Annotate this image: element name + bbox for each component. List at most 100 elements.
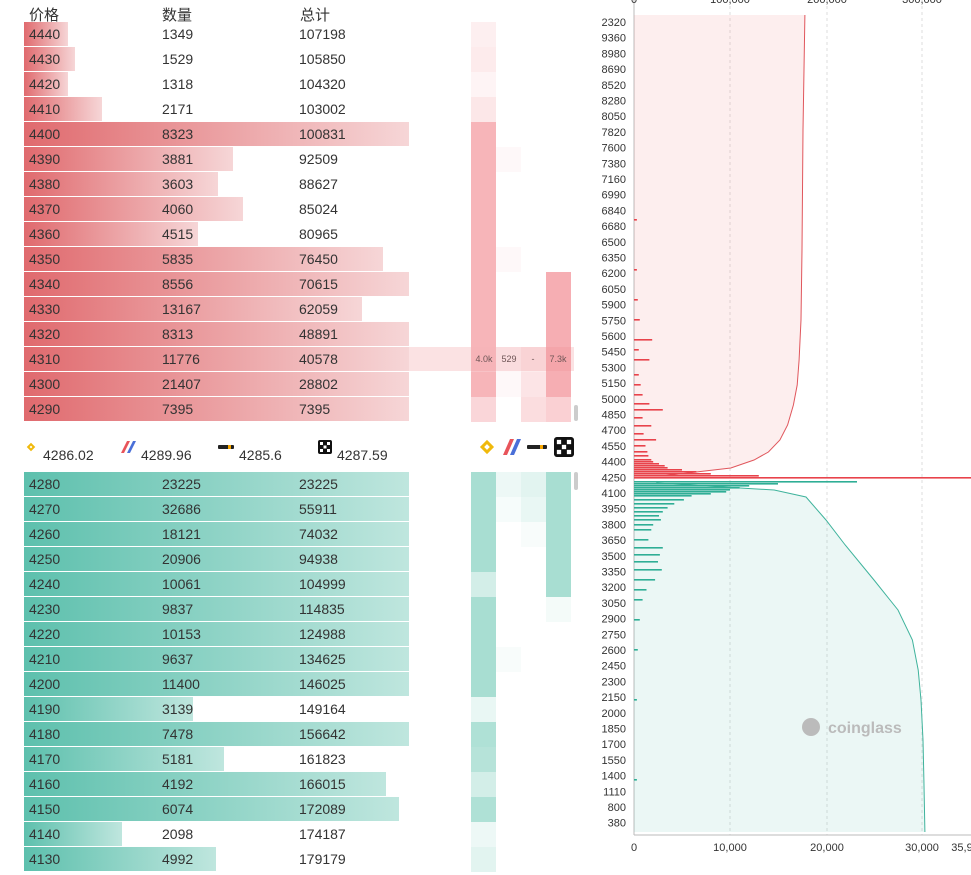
bid-level-bar [634, 485, 750, 487]
bid-row[interactable]: 4130 4992 179179 [24, 847, 409, 871]
ask-level-bar [634, 219, 637, 221]
y-tick-label: 4250 [602, 472, 626, 484]
ask-row[interactable]: 4300 21407 28802 [24, 372, 409, 396]
bid-scrollbar[interactable] [574, 472, 578, 490]
ask-row[interactable]: 4360 4515 80965 [24, 222, 409, 246]
bid-level-bar [634, 524, 654, 526]
bid-exchange-depth-cell [521, 472, 546, 497]
y-tick-label: 6200 [602, 268, 626, 280]
price-header: 价格 [29, 7, 60, 24]
ask-level-bar [634, 459, 652, 461]
y-tick-label: 8050 [602, 111, 626, 123]
bid-exchange-depth-cell [546, 572, 571, 597]
ask-exchange-depth-cell [546, 272, 571, 297]
ask-row[interactable]: 4430 1529 105850 [24, 47, 409, 71]
ask-level-bar [634, 269, 637, 271]
y-tick-label: 3650 [602, 535, 626, 547]
bid-row[interactable]: 4250 20906 94938 [24, 547, 409, 571]
bid-amount: 20906 [162, 551, 201, 567]
y-tick-label: 6680 [602, 221, 626, 233]
ask-row[interactable]: 4390 3881 92509 [24, 147, 409, 171]
bid-depth-bar [24, 797, 399, 821]
ask-exchange-depth-cell [521, 397, 546, 422]
bid-row[interactable]: 4190 3139 149164 [24, 697, 409, 721]
ask-row[interactable]: 4400 8323 100831 [24, 122, 409, 146]
bid-depth-bar [24, 572, 409, 596]
ask-exchange-depth-cell [471, 397, 496, 422]
ask-row[interactable]: 4290 7395 7395 [24, 397, 409, 421]
ask-total: 76450 [299, 251, 338, 267]
bid-row[interactable]: 4230 9837 114835 [24, 597, 409, 621]
bid-row[interactable]: 4160 4192 166015 [24, 772, 409, 796]
bid-total: 114835 [299, 601, 345, 617]
bid-row[interactable]: 4240 10061 104999 [24, 572, 409, 596]
bid-price: 4220 [29, 626, 61, 642]
ask-row[interactable]: 4370 4060 85024 [24, 197, 409, 221]
ask-row[interactable]: 4440 1349 107198 [24, 22, 409, 46]
ask-price: 4420 [29, 76, 61, 92]
bid-depth-bar [24, 547, 409, 571]
bottom-x-tick-label: 0 [631, 842, 637, 854]
bid-row[interactable]: 4200 11400 146025 [24, 672, 409, 696]
ask-depth-bar [24, 347, 409, 371]
ask-exchange-depth-cell [471, 222, 496, 247]
bid-row[interactable]: 4150 6074 172089 [24, 797, 409, 821]
ask-row[interactable]: 4330 13167 62059 [24, 297, 409, 321]
bid-exchange-depth-cell [471, 697, 496, 722]
binance-column-icon [479, 439, 495, 455]
bid-row[interactable]: 4210 9637 134625 [24, 647, 409, 671]
ask-price: 4360 [29, 226, 61, 242]
y-tick-label: 8520 [602, 80, 626, 92]
ask-exchange-depth-cell [471, 322, 496, 347]
bid-price: 4160 [29, 776, 61, 792]
y-tick-label: 8690 [602, 64, 626, 76]
y-tick-label: 1550 [602, 755, 626, 767]
bid-exchange-depth-cell [471, 747, 496, 772]
ask-row[interactable]: 4320 8313 48891 [24, 322, 409, 346]
bid-total: 179179 [299, 851, 346, 867]
bid-amount: 11400 [162, 676, 200, 692]
bid-row[interactable]: 4270 32686 55911 [24, 497, 409, 521]
ask-depth-bar [24, 322, 409, 346]
bid-level-bar [634, 507, 668, 509]
bid-price: 4130 [29, 851, 61, 867]
ask-level-bar [634, 384, 641, 386]
bid-level-bar [634, 499, 684, 501]
bid-row[interactable]: 4170 5181 161823 [24, 747, 409, 771]
bid-total: 124988 [299, 626, 346, 642]
bid-exchange-depth-cell [471, 572, 496, 597]
ask-exchange-depth-cell [471, 22, 496, 47]
ask-row[interactable]: 4420 1318 104320 [24, 72, 409, 96]
y-tick-label: 6500 [602, 237, 626, 249]
bid-row[interactable]: 4280 23225 23225 [24, 472, 409, 496]
bid-row[interactable]: 4140 2098 174187 [24, 822, 409, 846]
ask-price: 4440 [29, 26, 61, 42]
ask-depth-bar [24, 372, 409, 396]
ask-total: 107198 [299, 26, 346, 42]
bid-level-bar [634, 487, 740, 489]
ask-row[interactable]: 4310 11776 40578 [24, 347, 409, 371]
y-tick-label: 2450 [602, 661, 626, 673]
ask-row[interactable]: 4350 5835 76450 [24, 247, 409, 271]
bid-price: 4250 [29, 551, 61, 567]
ask-level-bar [634, 339, 653, 341]
ask-row[interactable]: 4340 8556 70615 [24, 272, 409, 296]
y-tick-label: 3500 [602, 551, 626, 563]
ask-scrollbar[interactable] [574, 405, 578, 421]
ask-amount: 1318 [162, 76, 194, 92]
bybit-column-icon [527, 445, 547, 449]
bid-row[interactable]: 4260 18121 74032 [24, 522, 409, 546]
ask-depth-bar [24, 297, 362, 321]
ask-amount: 8313 [162, 326, 194, 342]
y-tick-label: 5750 [602, 315, 626, 327]
ask-level-bar [634, 359, 650, 361]
bid-total: 104999 [299, 576, 346, 592]
ask-row[interactable]: 4410 2171 103002 [24, 97, 409, 121]
y-tick-label: 1700 [602, 739, 626, 751]
bid-depth-bar [24, 497, 409, 521]
bid-row[interactable]: 4220 10153 124988 [24, 622, 409, 646]
ask-row[interactable]: 4380 3603 88627 [24, 172, 409, 196]
y-tick-label: 4400 [602, 457, 626, 469]
bid-level-bar [634, 515, 659, 517]
bid-row[interactable]: 4180 7478 156642 [24, 722, 409, 746]
